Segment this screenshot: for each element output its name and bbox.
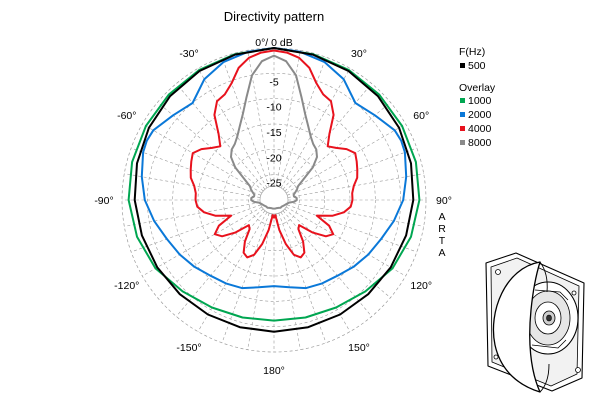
arta-letter: A [438,211,445,223]
grid-spoke [282,83,372,190]
grid-spoke [124,173,261,198]
grid-spoke [285,123,406,194]
grid-spoke [280,68,351,189]
angle-tick-label: -30° [179,48,198,60]
angle-tick-label: -90° [94,195,113,207]
legend-entry-8000: 8000 [468,137,492,149]
grid-spoke [176,83,266,190]
radial-tick-label: -5 [269,76,278,88]
angle-tick-label: 180° [263,365,285,377]
speaker-cutaway-drawing [485,252,585,393]
grid-spoke [247,213,272,350]
angle-tick-labels: -30° 30° -60° 60° -90° 90° -120° 120° -150° 150° 1… [94,48,452,377]
arta-letter: R [438,223,446,235]
grid-spoke [276,213,301,350]
radial-tick-label: -20 [266,152,281,164]
legend-entry-4000: 4000 [468,123,492,135]
grid-spoke [142,123,263,194]
series-curve-8000 [230,54,318,210]
legend-overlay-header: Overlay [459,82,496,94]
radial-tick-label: 0°/ 0 dB [255,37,292,49]
chart-title: Directivity pattern [224,9,324,24]
grid-spoke [280,211,351,332]
grid-spoke [285,206,406,277]
grid-spoke [287,147,417,196]
legend-swatch-500 [460,63,465,68]
grid-center [259,185,289,215]
series-curve-2000 [140,47,408,290]
angle-tick-label: 60° [413,110,429,122]
legend-swatch-1000 [460,98,465,103]
legend-entry-2000: 2000 [468,109,492,121]
arta-letter: T [439,235,446,247]
angle-tick-label: 30° [351,48,367,60]
series-curve-1000 [127,47,421,322]
grid-spoke [197,68,268,189]
grid-spoke [221,57,270,187]
angle-tick-label: -150° [176,342,201,354]
grid-spoke [221,213,270,343]
angle-tick-label: 90° [436,195,452,207]
grid-spoke [278,213,327,343]
legend: F(Hz) 500 Overlay 1000 2000 4000 8000 [459,46,496,149]
series-curves [127,47,421,333]
angle-tick-label: -60° [117,110,136,122]
series-curve-4000 [189,49,359,259]
polar-grid [121,47,427,353]
legend-swatch-8000 [460,140,465,145]
legend-swatch-2000 [460,112,465,117]
radial-tick-label: -15 [266,127,281,139]
grid-spoke [287,173,424,198]
legend-header: F(Hz) [459,46,485,58]
grid-spoke [157,102,264,192]
series-curve-500 [133,47,415,333]
grid-spoke [124,202,261,227]
legend-swatch-4000 [460,126,465,131]
angle-tick-label: 120° [410,280,432,292]
grid-spoke [284,208,391,298]
grid-spoke [197,211,268,332]
radial-tick-label: -10 [266,102,281,114]
grid-spoke [278,57,327,187]
legend-entry-1000: 1000 [468,95,492,107]
grid-ring [223,149,325,251]
angle-tick-label: 150° [348,342,370,354]
grid-spoke [131,204,261,253]
legend-entry-500: 500 [468,60,486,72]
grid-spoke [247,50,272,187]
radial-tick-label: -25 [266,178,281,190]
grid-spoke [287,204,417,253]
grid-ring [172,98,376,302]
grid-spoke [131,147,261,196]
grid-spoke [287,202,424,227]
radial-tick-labels: 0°/ 0 dB -5 -10 -15 -20 -25 [255,37,292,190]
grid-spoke [284,102,391,192]
arta-letter: A [438,247,445,259]
angle-tick-label: -120° [114,280,139,292]
grid-spoke [157,208,264,298]
grid-spoke [276,50,301,187]
grid-spoke [142,206,263,277]
